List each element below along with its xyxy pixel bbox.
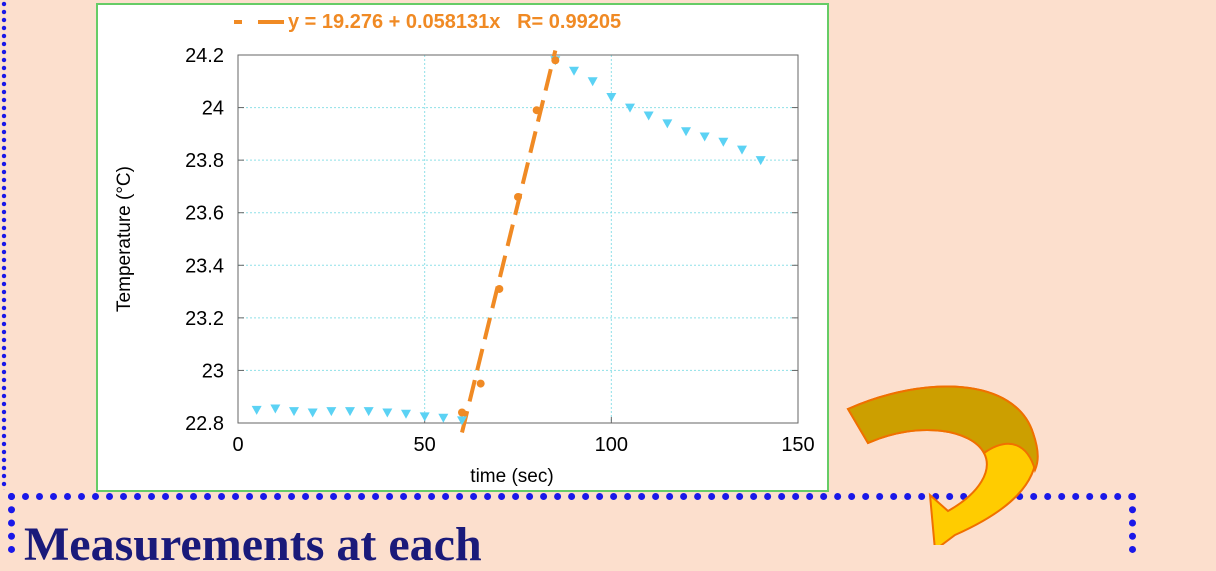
y-tick-label: 23.4 [185,255,224,277]
data-point-circle [514,192,522,201]
data-point-triangle [270,404,281,414]
y-tick-label: 23.6 [185,203,224,225]
data-point-triangle [699,132,710,142]
data-point-triangle [289,407,299,417]
x-axis-ticks: 0 50 100 150 [232,417,815,456]
data-point-circle [495,284,504,293]
bottom-dotted-box [8,493,1136,553]
data-point-circle [476,379,485,388]
data-point-triangle [718,137,729,147]
data-point-triangle [307,408,318,418]
temperature-chart: 22.8 23 23.2 23.4 23.6 23.8 24 24.2 0 50 100 150 t… [114,11,815,487]
y-tick-label: 22.8 [185,413,224,435]
data-point-triangle [681,127,691,137]
x-tick-label: 50 [414,434,436,456]
data-point-triangle [457,416,467,426]
grid [237,54,799,424]
data-point-triangle [643,111,654,121]
data-point-triangle [326,407,337,417]
plot-frame [237,54,799,424]
fit-line [460,50,558,433]
data-point-triangle [587,77,598,87]
y-axis-ticks: 22.8 23 23.2 23.4 23.6 23.8 24 24.2 [185,45,798,435]
x-tick-label: 0 [232,434,243,456]
data-point-triangle [755,156,766,166]
data-point-triangle [606,93,617,103]
chart-panel: 22.8 23 23.2 23.4 23.6 23.8 24 24.2 0 50 100 150 t… [96,3,829,492]
data-point-triangle [382,408,393,418]
data-point-circle [551,56,560,65]
y-tick-label: 24.2 [185,45,224,67]
data-point-triangle [251,405,262,415]
y-tick-label: 24 [202,98,224,120]
data-point-circle [532,106,541,115]
data-point-triangle [625,103,635,113]
x-tick-label: 150 [781,434,814,456]
data-point-circle [458,408,466,417]
data-point-triangle [438,413,449,423]
y-axis-label: Temperature (°C) [114,166,135,312]
data-point-triangle [419,412,430,422]
fit-line-path [460,50,558,433]
fit-equation: y = 19.276 + 0.058131x R= 0.99205 [288,11,621,33]
data-point-triangle [662,119,673,129]
arrow-fold [846,385,1039,473]
data-point-triangle [569,66,579,76]
y-tick-label: 23.8 [185,150,224,172]
series-circles [458,56,560,417]
data-point-triangle [737,145,747,155]
y-tick-label: 23.2 [185,308,224,330]
data-point-triangle [401,409,411,419]
data-point-triangle [363,407,374,417]
x-axis-label: time (sec) [470,466,553,487]
curved-arrow-icon [846,385,1039,545]
x-tick-label: 100 [595,434,628,456]
data-point-triangle [345,407,355,417]
legend: y = 19.276 + 0.058131x R= 0.99205 [234,11,621,33]
bottom-heading: Measurements at each [24,518,482,571]
left-dotted-border [0,0,8,490]
y-tick-label: 23 [202,360,224,382]
